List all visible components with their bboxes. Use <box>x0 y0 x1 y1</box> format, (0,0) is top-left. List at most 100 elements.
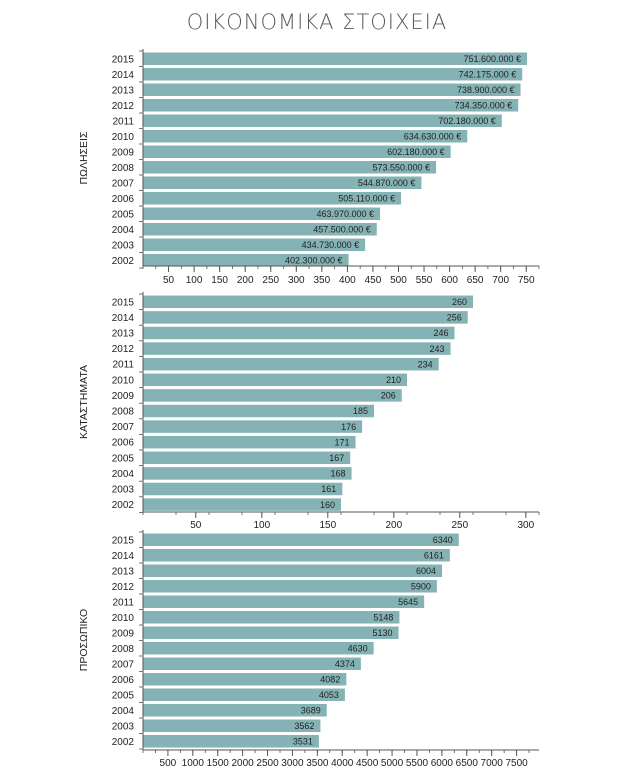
data-label: 160 <box>320 500 335 510</box>
x-tick-label: 550 <box>416 275 433 286</box>
data-label: 463.970.000 € <box>317 209 375 219</box>
bar <box>143 420 363 433</box>
data-label: 171 <box>334 437 349 447</box>
data-label: 3689 <box>301 705 321 715</box>
category-label: 2012 <box>112 101 135 112</box>
data-label: 5130 <box>373 628 393 638</box>
x-tick-label: 100 <box>186 275 203 286</box>
data-label: 167 <box>329 453 344 463</box>
bar <box>143 52 528 65</box>
x-tick-label: 200 <box>237 275 254 286</box>
data-label: 260 <box>452 297 467 307</box>
data-label: 210 <box>386 375 401 385</box>
x-tick-label: 250 <box>451 520 468 531</box>
bar <box>143 404 374 418</box>
category-label: 2009 <box>112 147 135 158</box>
category-label: 2010 <box>112 613 135 624</box>
bar <box>143 435 356 449</box>
data-label: 4630 <box>348 643 368 653</box>
data-label: 246 <box>433 328 448 338</box>
category-label: 2012 <box>112 582 135 593</box>
category-label: 2002 <box>112 500 135 511</box>
category-label: 2008 <box>112 407 135 418</box>
data-label: 738.900.000 € <box>457 85 515 95</box>
x-tick-label: 50 <box>190 520 202 531</box>
bar <box>143 161 437 174</box>
category-label: 2005 <box>112 209 135 220</box>
category-label: 2003 <box>112 485 135 496</box>
data-label: 168 <box>331 469 346 479</box>
bar <box>143 564 443 577</box>
x-tick-label: 1000 <box>182 758 205 769</box>
bar <box>143 719 321 732</box>
bar <box>143 482 343 496</box>
x-tick-label: 2500 <box>256 758 279 769</box>
category-label: 2004 <box>112 469 135 480</box>
category-label: 2002 <box>112 256 135 267</box>
x-tick-label: 600 <box>441 275 458 286</box>
data-label: 505.110.000 € <box>338 193 395 203</box>
category-label: 2015 <box>112 535 135 546</box>
x-tick-label: 6500 <box>456 758 479 769</box>
data-label: 634.630.000 € <box>404 131 462 141</box>
x-tick-label: 400 <box>339 275 356 286</box>
data-label: 4082 <box>320 674 340 684</box>
x-tick-label: 4500 <box>356 758 379 769</box>
data-label: 5645 <box>398 597 418 607</box>
data-label: 234 <box>418 359 433 369</box>
x-tick-label: 200 <box>385 520 402 531</box>
category-label: 2009 <box>112 391 135 402</box>
x-tick-label: 150 <box>211 275 228 286</box>
category-label: 2008 <box>112 644 135 655</box>
x-tick-label: 5500 <box>406 758 429 769</box>
data-label: 434.730.000 € <box>302 240 360 250</box>
bar <box>143 176 422 189</box>
y-axis-label: ΚΑΤΑΣΤΗΜΑΤΑ <box>78 365 90 439</box>
x-tick-label: 650 <box>467 275 484 286</box>
category-label: 2012 <box>112 344 135 355</box>
data-label: 5148 <box>373 612 393 622</box>
x-tick-label: 450 <box>365 275 382 286</box>
x-tick-label: 7500 <box>505 758 528 769</box>
category-label: 2011 <box>112 116 134 127</box>
data-label: 6161 <box>424 550 444 560</box>
bar <box>143 657 361 670</box>
x-tick-label: 350 <box>313 275 330 286</box>
bar <box>143 451 351 465</box>
category-label: 2006 <box>112 194 135 205</box>
bar <box>143 549 450 562</box>
category-label: 2006 <box>112 675 135 686</box>
x-tick-label: 300 <box>288 275 305 286</box>
bar <box>143 735 319 748</box>
data-label: 161 <box>321 484 336 494</box>
bar <box>143 238 366 251</box>
x-tick-label: 7000 <box>481 758 504 769</box>
bar <box>143 254 349 267</box>
category-label: 2014 <box>112 551 135 562</box>
data-label: 256 <box>447 313 462 323</box>
category-label: 2011 <box>112 597 134 608</box>
category-label: 2009 <box>112 628 135 639</box>
bar <box>143 83 521 96</box>
x-tick-label: 500 <box>160 758 177 769</box>
bar <box>143 114 502 127</box>
bar <box>143 580 437 593</box>
data-label: 4374 <box>335 659 355 669</box>
category-label: 2007 <box>112 422 135 433</box>
x-tick-label: 700 <box>492 275 509 286</box>
bar <box>143 223 377 236</box>
bar <box>143 130 468 143</box>
data-label: 3562 <box>294 721 314 731</box>
bar <box>143 533 459 546</box>
x-tick-label: 2000 <box>231 758 254 769</box>
category-label: 2013 <box>112 566 135 577</box>
bar <box>143 595 425 608</box>
data-label: 3531 <box>293 736 313 746</box>
bar <box>143 642 374 655</box>
category-label: 2006 <box>112 438 135 449</box>
category-label: 2003 <box>112 721 135 732</box>
bar <box>143 389 402 402</box>
bar <box>143 145 451 158</box>
